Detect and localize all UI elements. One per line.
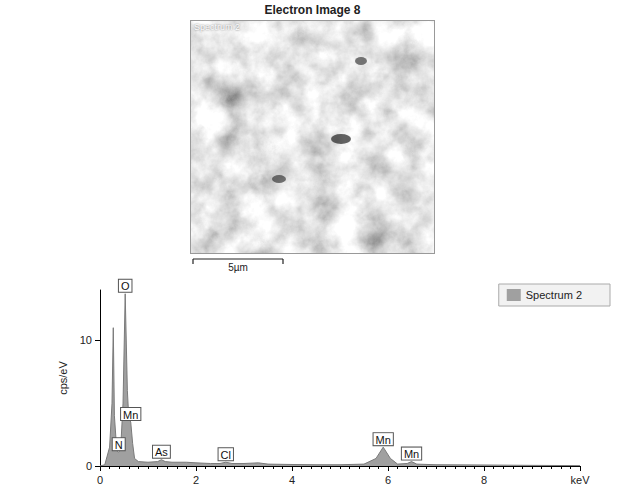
svg-text:Mn: Mn	[404, 448, 419, 460]
svg-text:Mn: Mn	[376, 434, 391, 446]
svg-text:N: N	[115, 439, 123, 451]
svg-text:8: 8	[481, 474, 487, 486]
html-text:5µm: 5µm	[228, 262, 248, 273]
svg-text:keV: keV	[571, 474, 591, 486]
svg-text:Spectrum 2: Spectrum 2	[526, 289, 582, 301]
html-text:Electron Image 8: Electron Image 8	[264, 3, 361, 17]
svg-text:As: As	[155, 446, 168, 458]
svg-text:4: 4	[289, 474, 295, 486]
html-text:Spectrum 2: Spectrum 2	[194, 22, 240, 32]
svg-text:0: 0	[97, 474, 103, 486]
svg-text:O: O	[121, 280, 130, 292]
svg-text:cps/eV: cps/eV	[57, 361, 69, 395]
svg-text:Cl: Cl	[221, 449, 231, 461]
svg-text:Mn: Mn	[123, 409, 138, 421]
svg-text:2: 2	[193, 474, 199, 486]
svg-text:0: 0	[86, 460, 92, 472]
svg-text:10: 10	[80, 334, 92, 346]
svg-text:6: 6	[385, 474, 391, 486]
